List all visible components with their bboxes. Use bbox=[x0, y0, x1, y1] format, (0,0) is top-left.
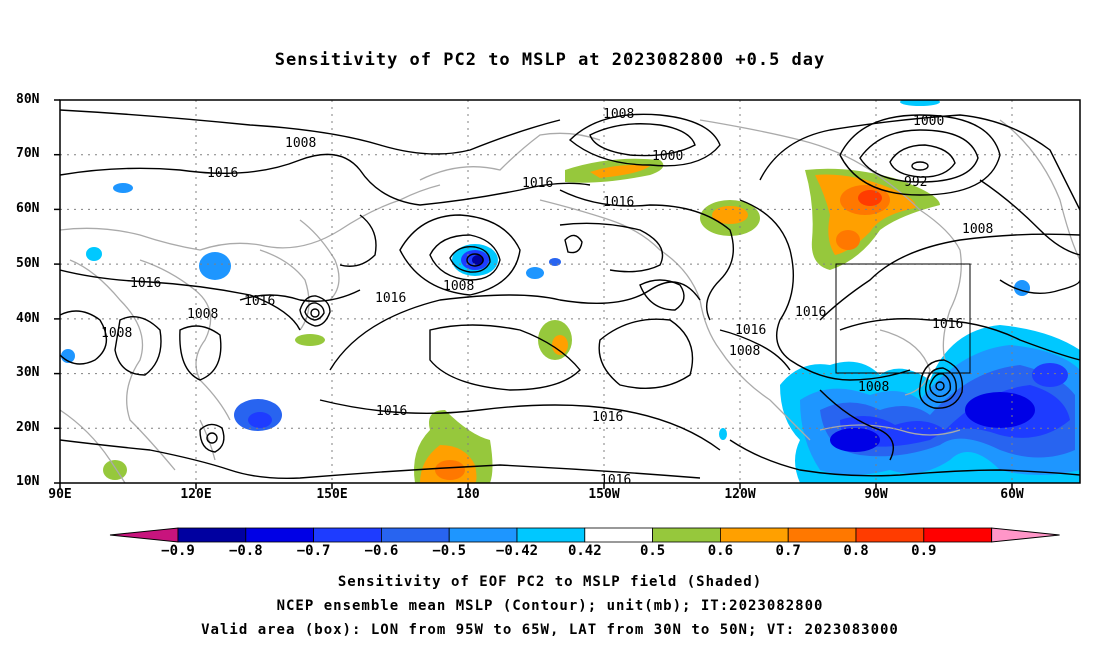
contour-label: 1016 bbox=[375, 291, 406, 306]
colorbar-tick-label: 0.6 bbox=[707, 543, 734, 559]
mslp-contours bbox=[60, 109, 1080, 479]
valid-area-box bbox=[835, 263, 971, 374]
lon-label: 150E bbox=[316, 487, 348, 502]
caption-line-3: Valid area (box): LON from 95W to 65W, L… bbox=[201, 622, 899, 638]
lat-label: 70N bbox=[16, 146, 40, 161]
colorbar-swatch bbox=[516, 527, 586, 543]
colorbar-high-extension bbox=[991, 527, 1060, 543]
lon-label: 150W bbox=[588, 487, 620, 502]
contour-label: 1008 bbox=[603, 107, 634, 122]
figure-title: Sensitivity of PC2 to MSLP at 2023082800… bbox=[274, 50, 826, 70]
contour-label: 1016 bbox=[603, 195, 634, 210]
colorbar-swatch bbox=[652, 527, 721, 543]
lon-label: 120E bbox=[180, 487, 212, 502]
lat-label: 40N bbox=[16, 311, 40, 326]
colorbar-tick-label: 0.5 bbox=[639, 543, 666, 559]
colorbar-tick-label: 0.42 bbox=[567, 543, 602, 559]
contour-label: 992 bbox=[904, 175, 927, 190]
colorbar-swatch bbox=[380, 527, 450, 543]
contour-label: 1000 bbox=[913, 114, 944, 129]
lat-label: 60N bbox=[16, 201, 40, 216]
lat-label: 10N bbox=[16, 474, 40, 489]
contour-label: 1016 bbox=[522, 176, 553, 191]
axis-ticks bbox=[54, 99, 1013, 489]
colorbar-swatch bbox=[923, 527, 992, 543]
colorbar-low-extension bbox=[109, 527, 179, 543]
lon-label: 90W bbox=[864, 487, 888, 502]
contour-label: 1008 bbox=[962, 222, 993, 237]
colorbar-swatch bbox=[245, 527, 315, 543]
contour-label: 1008 bbox=[187, 307, 218, 322]
lon-label: 90E bbox=[48, 487, 72, 502]
caption-line-2: NCEP ensemble mean MSLP (Contour); unit(… bbox=[276, 598, 824, 614]
colorbar-tick-label: −0.9 bbox=[161, 543, 195, 559]
contour-label: 1000 bbox=[652, 149, 683, 164]
contour-label: 1016 bbox=[795, 305, 826, 320]
colorbar-swatch bbox=[855, 527, 925, 543]
lat-label: 80N bbox=[16, 92, 40, 107]
contour-label: 1008 bbox=[858, 380, 889, 395]
contour-label: 1016 bbox=[207, 166, 238, 181]
contour-label: 1016 bbox=[376, 404, 407, 419]
lon-label: 60W bbox=[1000, 487, 1024, 502]
contour-label: 1008 bbox=[285, 136, 316, 151]
contour-label: 1016 bbox=[600, 473, 631, 488]
colorbar-tick-label: −0.8 bbox=[228, 543, 263, 559]
colorbar-swatch bbox=[313, 527, 382, 543]
colorbar-tick-label: −0.7 bbox=[296, 543, 331, 559]
contour-labels: 1008 1008 1000 1000 992 1016 1016 1016 1… bbox=[101, 107, 993, 488]
colorbar-tick-label: 0.8 bbox=[843, 543, 869, 559]
contour-label: 1016 bbox=[130, 276, 161, 291]
colorbar-tick-label: −0.6 bbox=[364, 543, 399, 559]
contour-label: 1016 bbox=[592, 410, 623, 425]
colorbar-tick-label: 0.7 bbox=[775, 543, 801, 559]
lat-label: 50N bbox=[16, 256, 40, 271]
colorbar-tick-label: −0.5 bbox=[432, 543, 467, 559]
contour-label: 1008 bbox=[443, 279, 474, 294]
colorbar bbox=[109, 527, 1060, 543]
colorbar-tick-label: −0.42 bbox=[495, 543, 539, 559]
contour-label: 1008 bbox=[729, 344, 760, 359]
map-frame bbox=[59, 99, 1081, 484]
colorbar-swatch bbox=[787, 527, 857, 543]
lat-label: 30N bbox=[16, 365, 40, 380]
lon-label: 120W bbox=[724, 487, 756, 502]
contour-label: 1016 bbox=[244, 294, 275, 309]
lat-label: 20N bbox=[16, 420, 40, 435]
contour-label: 1016 bbox=[932, 317, 963, 332]
colorbar-swatch bbox=[177, 527, 247, 543]
colorbar-tick-label: 0.9 bbox=[911, 543, 937, 559]
colorbar-swatch bbox=[448, 527, 518, 543]
contour-label: 1008 bbox=[101, 326, 132, 341]
caption-line-1: Sensitivity of EOF PC2 to MSLP field (Sh… bbox=[337, 574, 763, 590]
graticule bbox=[60, 100, 1080, 483]
contour-label: 1016 bbox=[735, 323, 766, 338]
lon-label: 180 bbox=[456, 487, 480, 502]
colorbar-swatch bbox=[720, 527, 789, 543]
colorbar-swatch bbox=[584, 527, 653, 543]
